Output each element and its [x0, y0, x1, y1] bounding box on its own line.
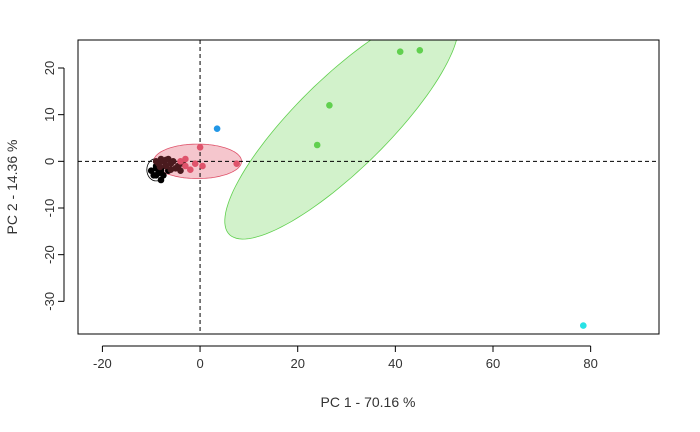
- data-points: [147, 47, 587, 329]
- data-point: [313, 141, 321, 149]
- x-tick-label: 0: [196, 356, 203, 371]
- data-point: [191, 160, 199, 167]
- data-point: [199, 162, 206, 170]
- data-point: [182, 162, 189, 170]
- y-axis-title: PC 2 - 14.36 %: [4, 140, 20, 235]
- data-point: [187, 166, 194, 173]
- x-tick-label: 60: [486, 356, 500, 371]
- data-point: [162, 156, 170, 164]
- x-tick-label: 20: [290, 356, 304, 371]
- y-tick-label: -30: [42, 292, 57, 311]
- data-point: [580, 322, 587, 329]
- reference-lines: [78, 40, 659, 334]
- y-tick-label: -10: [42, 199, 57, 218]
- data-point: [196, 144, 204, 151]
- data-point: [160, 172, 167, 179]
- x-axis: -20 0 20 40 60 80: [93, 345, 598, 371]
- data-point: [416, 47, 424, 54]
- data-point: [177, 167, 184, 174]
- y-axis: -30 -20 -10 0 10 20: [42, 61, 65, 311]
- data-point: [156, 163, 164, 171]
- y-tick-label: 20: [42, 61, 57, 75]
- data-point: [396, 48, 404, 55]
- data-point: [167, 166, 175, 173]
- x-tick-label: 40: [388, 356, 402, 371]
- x-axis-title: PC 1 - 70.16 %: [321, 394, 416, 410]
- data-point: [233, 160, 240, 167]
- group-ellipse-5: [224, 40, 457, 240]
- data-point: [177, 158, 184, 165]
- data-point: [213, 125, 221, 132]
- data-point: [182, 155, 189, 163]
- data-point: [326, 102, 333, 109]
- x-tick-label: 80: [583, 356, 597, 371]
- plot-frame: [77, 39, 660, 335]
- x-tick-label: -20: [93, 356, 112, 371]
- y-tick-label: 10: [42, 107, 57, 121]
- y-tick-label: -20: [42, 245, 57, 264]
- confidence-ellipses: [146, 40, 457, 240]
- y-tick-label: 0: [42, 158, 57, 165]
- data-point: [162, 162, 170, 170]
- data-point: [169, 158, 177, 165]
